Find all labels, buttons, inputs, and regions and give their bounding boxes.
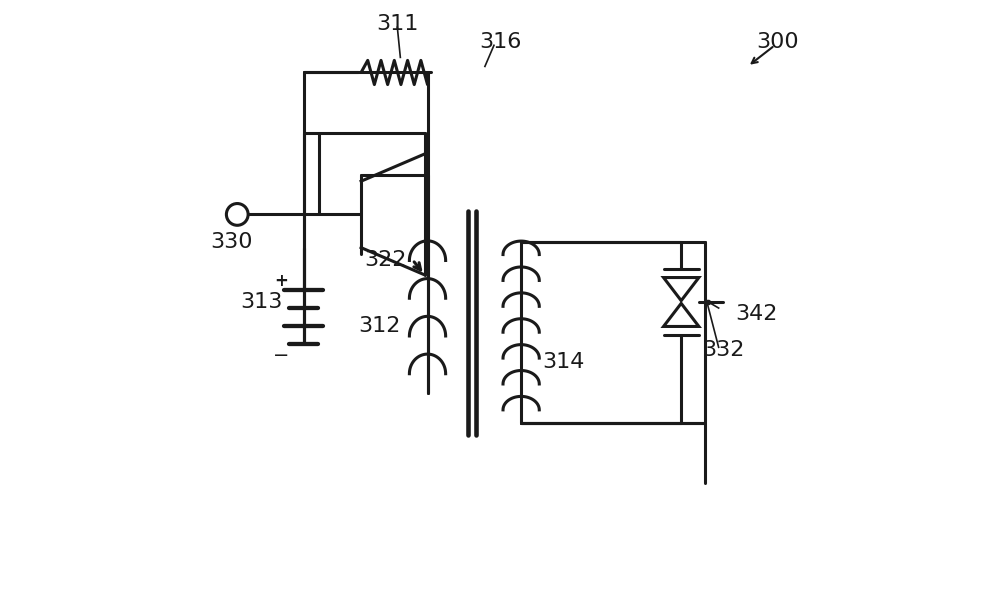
Text: 316: 316 — [479, 32, 521, 53]
Text: 342: 342 — [736, 304, 778, 324]
Text: −: − — [273, 345, 289, 365]
Text: 312: 312 — [358, 316, 400, 336]
Text: +: + — [274, 272, 288, 290]
Text: 330: 330 — [210, 231, 252, 252]
Text: 300: 300 — [757, 32, 799, 53]
Text: 311: 311 — [376, 14, 419, 34]
Text: 332: 332 — [702, 340, 745, 361]
Text: 313: 313 — [240, 292, 283, 312]
Text: 322: 322 — [364, 249, 406, 270]
Text: 314: 314 — [542, 352, 585, 373]
